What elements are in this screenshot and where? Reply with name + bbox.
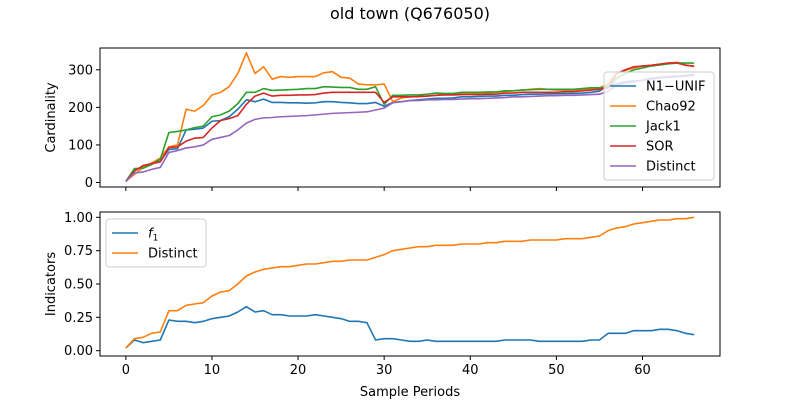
series-line-distinct bbox=[125, 216, 695, 349]
y-tick-label: 0 bbox=[85, 176, 93, 191]
x-tick-label: 0 bbox=[122, 363, 130, 378]
y-tick-label: 200 bbox=[68, 101, 93, 116]
y-axis-label: Cardinality bbox=[44, 82, 59, 153]
legend-label: Distinct bbox=[646, 160, 696, 175]
chart-title: old town (Q676050) bbox=[330, 4, 490, 23]
series-line-jack1 bbox=[125, 62, 695, 182]
y-tick-label: 1.00 bbox=[64, 211, 93, 226]
y-tick-label: 300 bbox=[68, 63, 93, 78]
y-axis-label: Indicators bbox=[44, 252, 59, 316]
legend-label: Chao92 bbox=[646, 100, 696, 115]
legend: f1 Distinct bbox=[105, 218, 207, 268]
series-line-f1 bbox=[125, 305, 695, 349]
legend-label: Distinct bbox=[148, 247, 198, 262]
y-tick-label: 0.75 bbox=[64, 244, 93, 259]
x-tick-label: 60 bbox=[634, 363, 651, 378]
series-line-sor bbox=[125, 62, 695, 182]
x-tick-label: 50 bbox=[548, 363, 565, 378]
legend-label: f1 bbox=[148, 227, 158, 244]
x-tick-label: 20 bbox=[290, 363, 307, 378]
legend-label: Jack1 bbox=[645, 120, 681, 135]
legend: N1−UNIF Chao92 Jack1 SOR Distinct bbox=[603, 71, 715, 181]
panel-cardinality: 0 100 200 300 Cardinality N1−UNIF Chao92 Jack1 S… bbox=[44, 47, 721, 191]
x-axis-label: Sample Periods bbox=[360, 385, 460, 400]
y-tick-label: 0.50 bbox=[64, 278, 93, 293]
x-tick-label: 30 bbox=[376, 363, 393, 378]
panel-indicators: 0.00 0.25 0.50 0.75 1.00 0 10 20 30 40 50 60 Indicat… bbox=[44, 211, 721, 378]
legend-box bbox=[105, 218, 207, 268]
x-tick-label: 40 bbox=[462, 363, 479, 378]
y-tick-label: 100 bbox=[68, 138, 93, 153]
y-tick-label: 0.25 bbox=[64, 311, 93, 326]
legend-label: N1−UNIF bbox=[646, 80, 705, 95]
plot-frame bbox=[99, 47, 721, 188]
legend-box bbox=[603, 71, 715, 181]
legend-label: SOR bbox=[646, 140, 674, 155]
series-line-distinct bbox=[125, 74, 695, 182]
x-tick-label: 10 bbox=[204, 363, 221, 378]
y-tick-label: 0.00 bbox=[64, 344, 93, 359]
